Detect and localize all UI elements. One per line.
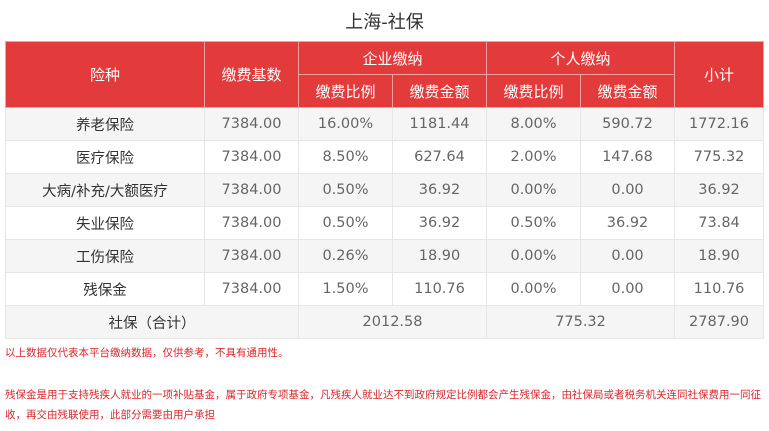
total-personal: 775.32 [486,305,676,339]
row-name: 工伤保险 [5,239,205,273]
row-subtotal: 36.92 [674,173,765,207]
row-personal-rate: 0.00% [486,239,582,273]
row-name: 大病/补充/大额医疗 [5,173,205,207]
row-base: 7384.00 [204,239,299,273]
row-company-rate: 0.50% [298,173,393,207]
header-personal-amount: 缴费金额 [580,74,676,108]
row-personal-amount: 0.00 [580,272,676,306]
row-personal-rate: 0.00% [486,272,582,306]
row-company-amount: 627.64 [391,140,488,174]
row-base: 7384.00 [204,107,299,141]
row-company-rate: 0.26% [298,239,393,273]
table-row: 大病/补充/大额医疗 7384.00 0.50% 36.92 0.00% 0.0… [5,173,765,207]
row-company-rate: 8.50% [298,140,393,174]
total-row: 社保（合计） 2012.58 775.32 2787.90 [5,305,765,339]
header-subtotal: 小计 [674,41,765,108]
row-personal-rate: 8.00% [486,107,582,141]
row-company-amount: 110.76 [391,272,488,306]
disclaimer-note: 以上数据仅代表本平台缴纳数据，仅供参考，不具有通用性。 [5,347,289,359]
insurance-table: 险种 缴费基数 企业缴纳 个人缴纳 小计 缴费比例 缴费金额 缴费比例 缴费金额… [5,41,765,339]
table-row: 残保金 7384.00 1.50% 110.76 0.00% 0.00 110.… [5,272,765,306]
row-company-rate: 0.50% [298,206,393,240]
row-name: 医疗保险 [5,140,205,174]
row-company-amount: 1181.44 [391,107,488,141]
row-company-rate: 16.00% [298,107,393,141]
row-name: 残保金 [5,272,205,306]
row-personal-rate: 0.00% [486,173,582,207]
row-personal-amount: 147.68 [580,140,676,174]
row-personal-amount: 0.00 [580,173,676,207]
row-subtotal: 18.90 [674,239,765,273]
row-name: 失业保险 [5,206,205,240]
table-row: 工伤保险 7384.00 0.26% 18.90 0.00% 0.00 18.9… [5,239,765,273]
header-type: 险种 [5,41,205,108]
row-subtotal: 1772.16 [674,107,765,141]
row-company-rate: 1.50% [298,272,393,306]
row-base: 7384.00 [204,206,299,240]
header-company-group: 企业缴纳 [297,41,488,75]
table-row: 养老保险 7384.00 16.00% 1181.44 8.00% 590.72… [5,107,765,141]
row-name: 养老保险 [5,107,205,141]
row-company-amount: 18.90 [391,239,488,273]
row-base: 7384.00 [204,140,299,174]
row-base: 7384.00 [204,272,299,306]
disability-fund-note: 残保金是用于支持残疾人就业的一项补贴基金，属于政府专项基金，凡残疾人就业达不到政… [5,389,761,421]
row-personal-amount: 0.00 [580,239,676,273]
row-personal-amount: 36.92 [580,206,676,240]
total-label: 社保（合计） [5,305,299,339]
total-company: 2012.58 [297,305,488,339]
row-personal-rate: 2.00% [486,140,582,174]
row-company-amount: 36.92 [391,206,488,240]
row-personal-rate: 0.50% [486,206,582,240]
header-personal-group: 个人缴纳 [486,41,676,75]
row-subtotal: 110.76 [674,272,765,306]
header-base: 缴费基数 [204,41,299,108]
header-company-amount: 缴费金额 [391,74,488,108]
row-subtotal: 73.84 [674,206,765,240]
row-subtotal: 775.32 [674,140,765,174]
table-row: 失业保险 7384.00 0.50% 36.92 0.50% 36.92 73.… [5,206,765,240]
row-personal-amount: 590.72 [580,107,676,141]
header-personal-rate: 缴费比例 [486,74,582,108]
total-subtotal: 2787.90 [674,305,765,339]
row-base: 7384.00 [204,173,299,207]
header-company-rate: 缴费比例 [298,74,393,108]
row-company-amount: 36.92 [391,173,488,207]
table-row: 医疗保险 7384.00 8.50% 627.64 2.00% 147.68 7… [5,140,765,174]
page-title: 上海-社保 [345,12,424,33]
